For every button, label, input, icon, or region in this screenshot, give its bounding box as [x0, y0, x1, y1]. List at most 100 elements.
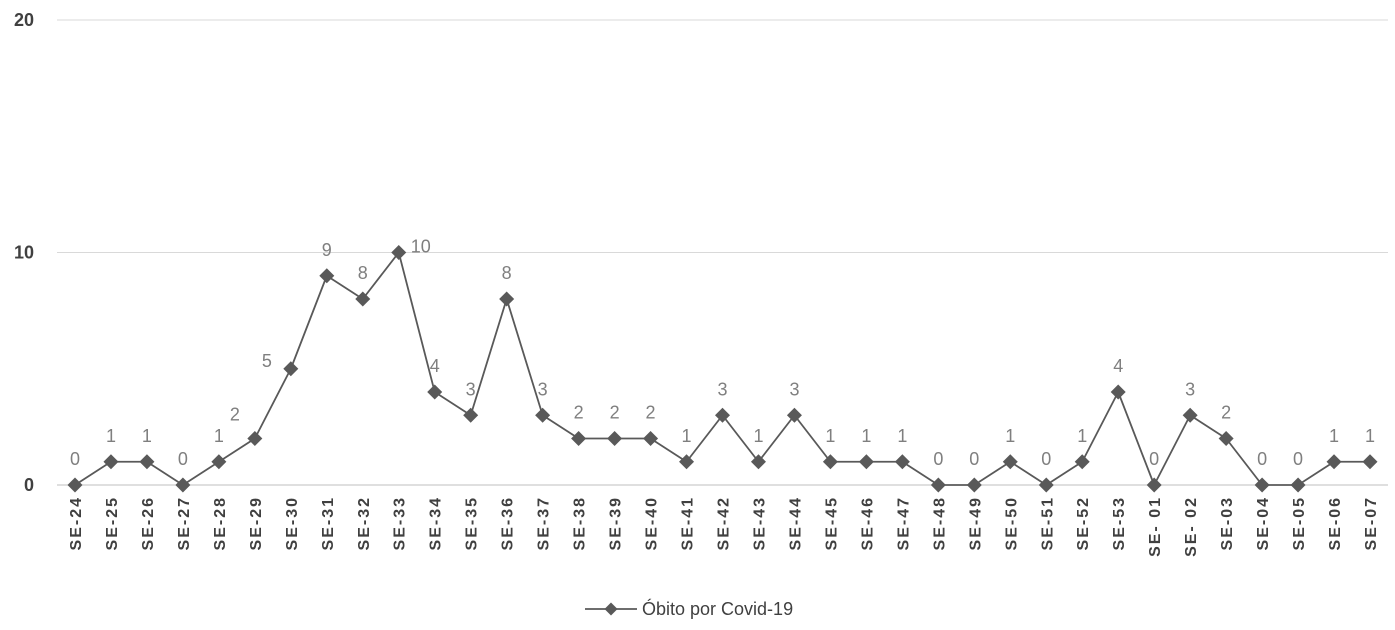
data-label: 4 [430, 356, 440, 376]
grid-lines [57, 19, 1388, 486]
x-tick-label: SE-46 [859, 496, 876, 550]
data-point-marker [750, 454, 766, 470]
data-label: 10 [411, 237, 431, 257]
x-tick-label: SE-53 [1111, 496, 1128, 550]
legend-label: Óbito por Covid-19 [642, 598, 793, 619]
data-point-marker [463, 407, 479, 423]
x-tick-label: SE-25 [104, 496, 121, 550]
data-point-marker [822, 454, 838, 470]
data-label: 0 [70, 449, 80, 469]
x-tick-label: SE-30 [284, 496, 301, 550]
data-point-marker [67, 477, 83, 493]
data-label: 1 [106, 426, 116, 446]
data-label: 1 [682, 426, 692, 446]
x-tick-label: SE-51 [1039, 496, 1056, 550]
x-tick-label: SE-03 [1219, 496, 1236, 550]
x-tick-label: SE-26 [140, 496, 157, 550]
data-label: 3 [538, 379, 548, 399]
x-tick-label: SE-34 [428, 496, 445, 550]
x-tick-label: SE-43 [751, 496, 768, 550]
data-label: 9 [322, 240, 332, 260]
data-point-marker [1362, 454, 1378, 470]
data-label: 0 [969, 449, 979, 469]
data-point-marker [1182, 407, 1198, 423]
x-tick-label: SE-29 [248, 496, 265, 550]
x-tick-label: SE-47 [895, 496, 912, 550]
data-label: 1 [861, 426, 871, 446]
data-point-marker [607, 431, 623, 446]
data-point-marker [894, 454, 910, 470]
x-tick-label: SE-39 [608, 496, 625, 550]
data-point-marker [1326, 454, 1342, 470]
legend-marker [604, 602, 618, 616]
data-label: 0 [933, 449, 943, 469]
data-label: 1 [825, 426, 835, 446]
x-tick-label: SE-40 [644, 496, 661, 550]
x-tick-label: SE-04 [1255, 496, 1272, 550]
x-tick-label: SE-52 [1075, 496, 1092, 550]
data-label: 3 [1185, 379, 1195, 399]
data-point-marker [1290, 477, 1306, 493]
x-tick-label: SE-28 [212, 496, 229, 550]
data-point-marker [679, 454, 695, 470]
x-tick-label: SE-44 [787, 496, 804, 550]
x-tick-label: SE-32 [356, 496, 373, 550]
x-tick-label: SE-48 [931, 496, 948, 550]
data-label: 1 [753, 426, 763, 446]
data-point-marker [715, 407, 730, 423]
data-point-marker [427, 384, 443, 400]
y-axis-ticks: 0 10 20 [14, 10, 34, 495]
data-point-marker [1110, 384, 1126, 400]
x-tick-label: SE-24 [68, 496, 85, 550]
data-point-marker [930, 477, 946, 493]
data-point-marker [319, 268, 335, 284]
legend: Óbito por Covid-19 [585, 598, 793, 619]
markers-group [67, 245, 1378, 493]
data-label: 3 [717, 379, 727, 399]
data-label: 5 [262, 351, 272, 371]
data-label: 0 [1293, 449, 1303, 469]
x-tick-label: SE-37 [536, 496, 553, 550]
data-point-marker [786, 407, 802, 423]
data-label: 2 [610, 403, 620, 423]
data-point-marker [1146, 477, 1162, 493]
data-label: 1 [214, 426, 224, 446]
data-point-marker [1074, 454, 1090, 470]
y-tick-label: 10 [14, 243, 34, 263]
x-tick-label: SE-06 [1327, 496, 1344, 550]
data-point-marker [139, 454, 155, 470]
data-point-marker [1254, 477, 1270, 493]
x-tick-label: SE-38 [572, 496, 589, 550]
x-axis-ticks: SE-24 SE-25 SE-26 SE-27 SE-28 SE-29 SE-30 SE-31… [68, 496, 1380, 557]
data-label: 2 [574, 403, 584, 423]
data-label: 8 [502, 263, 512, 283]
data-label: 2 [1221, 403, 1231, 423]
data-label: 0 [1041, 449, 1051, 469]
data-point-marker [858, 454, 874, 470]
data-label: 4 [1113, 356, 1123, 376]
data-label: 3 [466, 379, 476, 399]
data-label: 8 [358, 263, 368, 283]
data-point-marker [535, 407, 551, 423]
data-label: 2 [230, 405, 240, 425]
data-label: 1 [1005, 426, 1015, 446]
x-tick-label: SE-36 [500, 496, 517, 550]
x-tick-label: SE-42 [716, 496, 733, 550]
data-label: 1 [1329, 426, 1339, 446]
x-tick-label: SE-07 [1363, 496, 1380, 550]
data-point-marker [1218, 431, 1234, 446]
data-label: 0 [1149, 449, 1159, 469]
x-tick-label: SE- 01 [1147, 496, 1164, 557]
data-point-marker [247, 431, 263, 446]
data-point-marker [571, 431, 587, 446]
data-label: 1 [1077, 426, 1087, 446]
data-point-marker [103, 454, 119, 470]
data-point-marker [643, 431, 659, 446]
x-tick-label: SE-50 [1003, 496, 1020, 550]
data-label: 1 [1365, 426, 1375, 446]
data-point-marker [175, 477, 191, 493]
data-point-marker [355, 291, 371, 307]
